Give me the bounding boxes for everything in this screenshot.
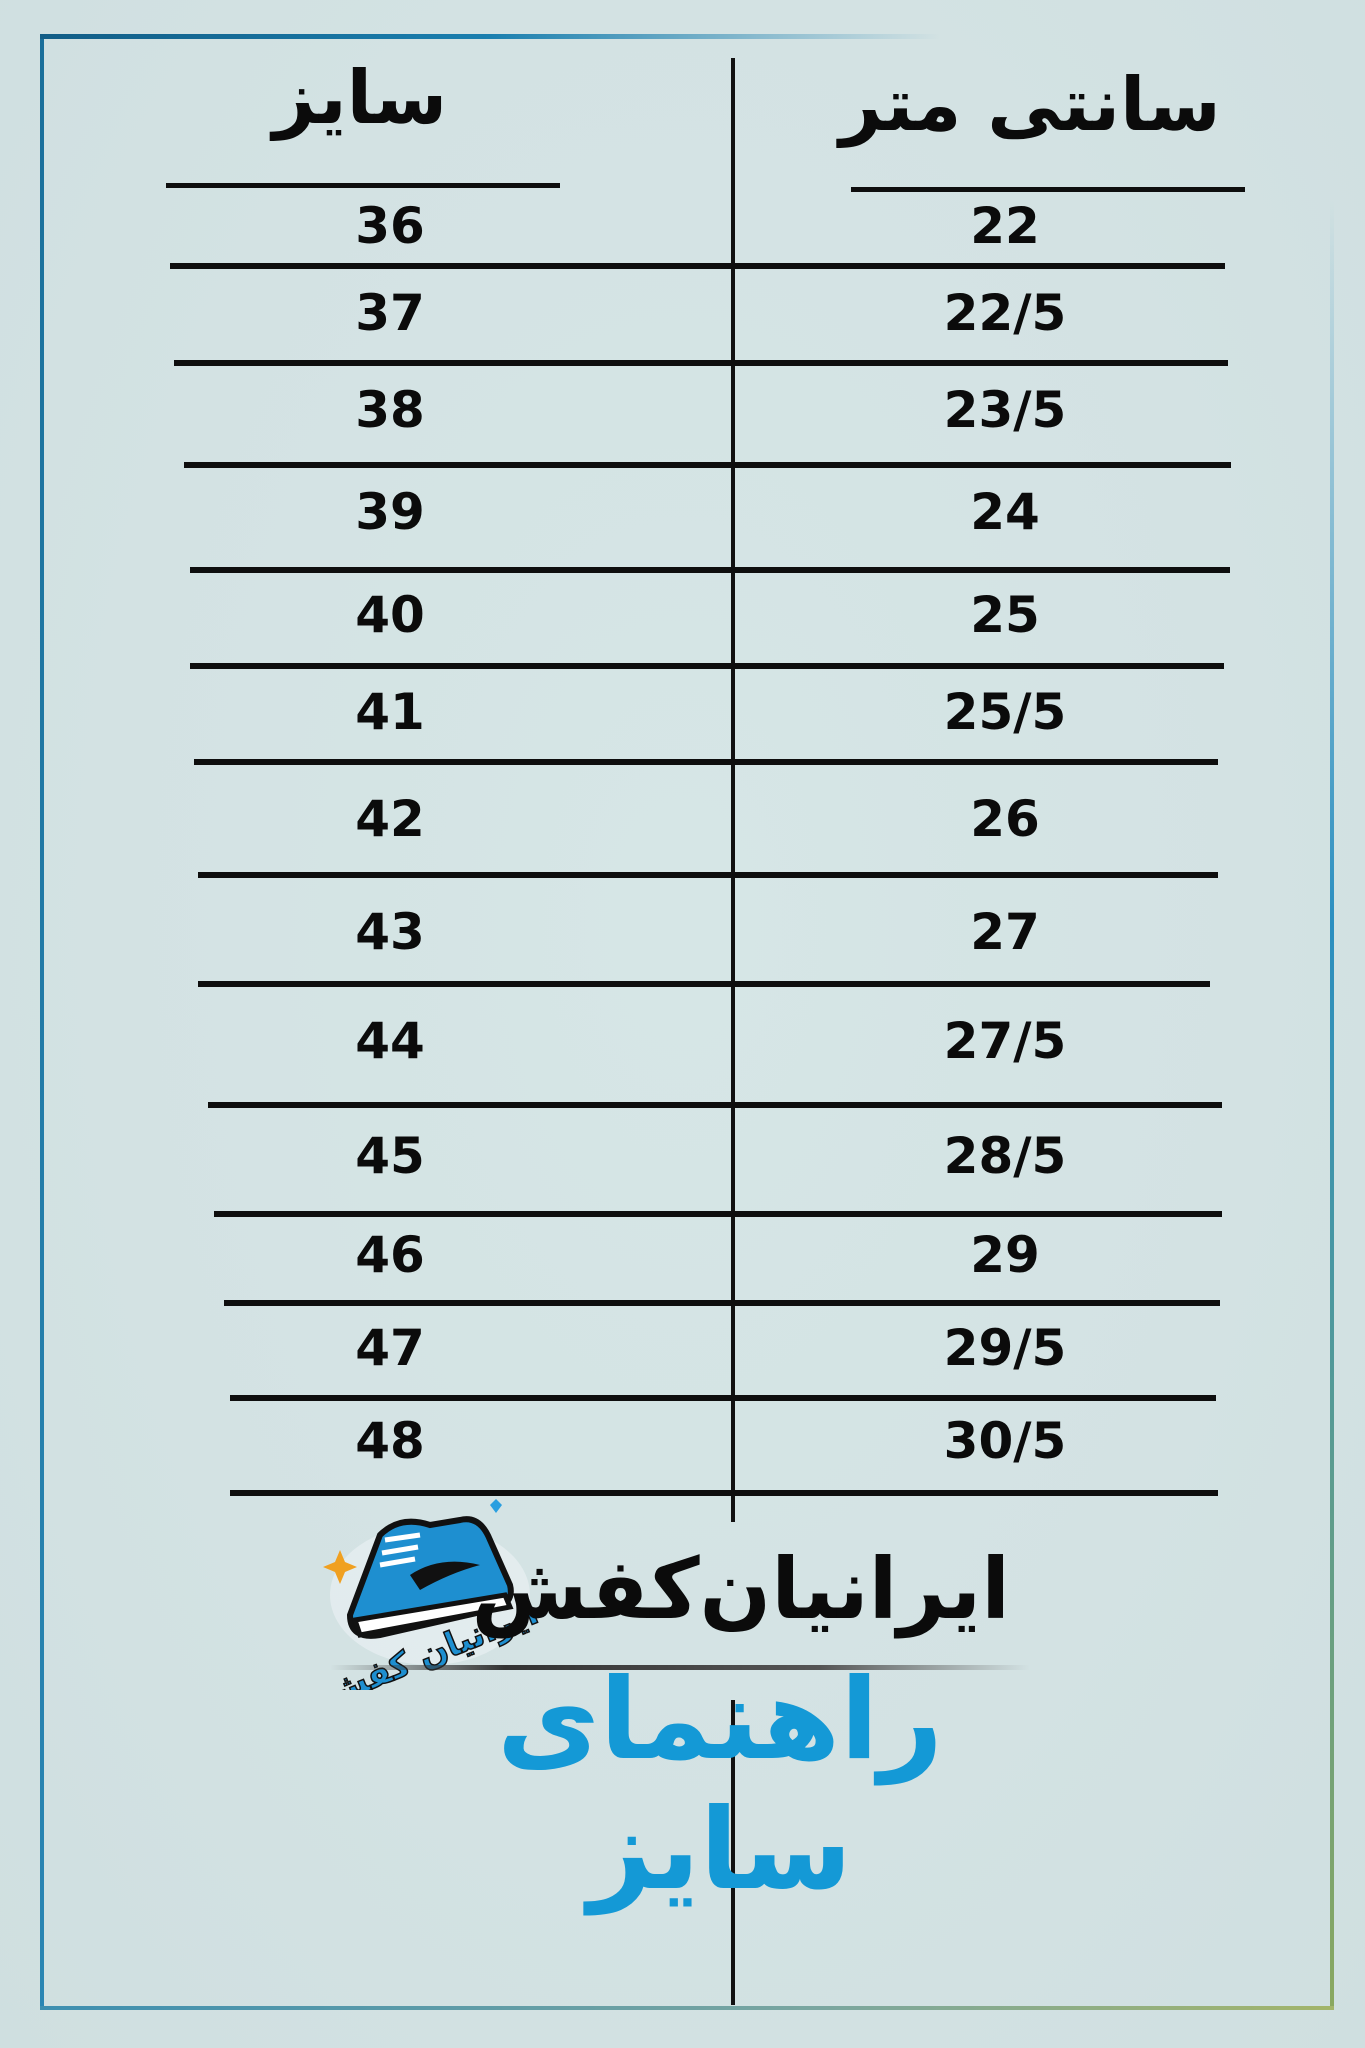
size-value: 39 <box>355 483 425 541</box>
row-separator <box>174 360 1228 366</box>
header-underline-cm <box>851 187 1245 192</box>
row-separator <box>224 1300 1220 1306</box>
centimeter-value: 27/5 <box>943 1012 1067 1070</box>
centimeter-value: 24 <box>970 483 1040 541</box>
size-value: 47 <box>355 1319 425 1377</box>
page-title: راهنمای سایز <box>496 1655 944 1915</box>
size-value: 38 <box>355 381 425 439</box>
frame-border-left <box>40 34 44 2010</box>
size-value: 37 <box>355 284 425 342</box>
size-value: 36 <box>355 197 425 255</box>
centimeter-value: 25/5 <box>943 683 1067 741</box>
row-separator <box>170 263 1225 269</box>
brand-underline <box>330 1665 1030 1670</box>
centimeter-value: 27 <box>970 903 1040 961</box>
centimeter-value: 22 <box>970 197 1040 255</box>
centimeter-value: 25 <box>970 586 1040 644</box>
centimeter-value: 28/5 <box>943 1127 1067 1185</box>
row-separator <box>208 1102 1222 1108</box>
frame-border-right <box>1330 200 1334 2010</box>
row-separator <box>214 1211 1222 1217</box>
shoe-logo: ایرانیان کفش <box>320 1499 540 1690</box>
frame-border-top <box>40 34 940 39</box>
row-separator <box>198 872 1218 878</box>
column-divider-lower <box>731 1700 735 2005</box>
size-value: 44 <box>355 1012 425 1070</box>
header-centimeter: سانتی متر <box>839 62 1221 148</box>
centimeter-value: 30/5 <box>943 1412 1067 1470</box>
row-separator <box>230 1395 1216 1401</box>
row-separator <box>190 663 1224 669</box>
centimeter-value: 22/5 <box>943 284 1067 342</box>
brand-name: ایرانیان‌کفش <box>471 1540 1011 1638</box>
size-value: 42 <box>355 790 425 848</box>
centimeter-value: 23/5 <box>943 381 1067 439</box>
centimeter-value: 29/5 <box>943 1319 1067 1377</box>
size-value: 46 <box>355 1226 425 1284</box>
header-size: سایز <box>272 55 448 141</box>
row-separator <box>194 759 1218 765</box>
row-separator <box>184 462 1231 468</box>
centimeter-value: 29 <box>970 1226 1040 1284</box>
size-value: 43 <box>355 903 425 961</box>
row-separator <box>198 981 1210 987</box>
size-value: 48 <box>355 1412 425 1470</box>
frame-border-bottom <box>40 2006 1334 2010</box>
header-underline-size <box>166 183 560 188</box>
row-separator <box>230 1490 1218 1496</box>
size-value: 40 <box>355 586 425 644</box>
row-separator <box>190 567 1230 573</box>
size-value: 41 <box>355 683 425 741</box>
column-divider <box>731 58 735 1522</box>
centimeter-value: 26 <box>970 790 1040 848</box>
size-value: 45 <box>355 1127 425 1185</box>
